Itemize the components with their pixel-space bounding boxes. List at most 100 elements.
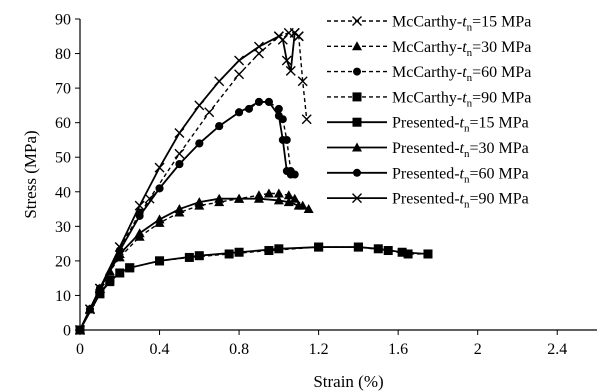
y-tick-label: 50 bbox=[55, 150, 71, 167]
data-point bbox=[235, 248, 244, 257]
data-point bbox=[125, 263, 134, 272]
series-line bbox=[80, 199, 309, 330]
series-4 bbox=[76, 243, 433, 335]
y-tick-label: 20 bbox=[55, 253, 71, 270]
data-point bbox=[135, 228, 145, 237]
data-point bbox=[155, 163, 164, 172]
legend-label-suffix: =15 MPa bbox=[472, 14, 531, 31]
data-point bbox=[279, 136, 287, 144]
legend-entry-4: McCarthy-tn=90 MPa bbox=[327, 89, 531, 109]
legend-marker bbox=[353, 17, 362, 26]
legend-label: McCarthy-tn=60 MPa bbox=[392, 64, 531, 84]
data-point bbox=[275, 112, 283, 120]
data-point bbox=[215, 77, 224, 86]
data-point bbox=[302, 115, 311, 124]
legend-label-suffix: =60 MPa bbox=[469, 165, 528, 182]
x-tick-label: 1.6 bbox=[388, 341, 408, 358]
legend-label: McCarthy-tn=30 MPa bbox=[392, 39, 531, 59]
legend-entry-1: McCarthy-tn=15 MPa bbox=[327, 14, 531, 34]
x-tick-label: 0.8 bbox=[229, 341, 249, 358]
legend-label-prefix: Presented- bbox=[392, 191, 460, 208]
data-point bbox=[254, 42, 263, 51]
legend-marker bbox=[352, 41, 362, 50]
data-point bbox=[215, 122, 223, 130]
legend-entry-3: McCarthy-tn=60 MPa bbox=[327, 64, 531, 84]
legend-label-suffix: =30 MPa bbox=[469, 140, 528, 157]
data-point bbox=[294, 32, 303, 41]
data-point bbox=[175, 149, 184, 158]
legend-entry-7: Presented-tn=60 MPa bbox=[327, 165, 529, 185]
legend-entry-2: McCarthy-tn=30 MPa bbox=[327, 39, 531, 59]
data-point bbox=[265, 98, 273, 106]
legend-entry-8: Presented-tn=90 MPa bbox=[327, 191, 529, 211]
legend-label-suffix: =90 MPa bbox=[472, 89, 531, 106]
series-line bbox=[80, 102, 295, 330]
data-point bbox=[156, 184, 164, 192]
series-line bbox=[80, 247, 428, 330]
data-point bbox=[255, 98, 263, 106]
legend-label-suffix: =30 MPa bbox=[472, 39, 531, 56]
legend-label-prefix: McCarthy- bbox=[392, 89, 462, 106]
legend-label: McCarthy-tn=15 MPa bbox=[392, 14, 531, 34]
data-point bbox=[235, 56, 244, 65]
legend-marker bbox=[353, 92, 362, 101]
data-point bbox=[274, 244, 283, 253]
y-tick-label: 40 bbox=[55, 184, 71, 201]
x-tick-label: 0 bbox=[76, 341, 84, 358]
legend-label-prefix: Presented- bbox=[392, 115, 460, 132]
legend-label-prefix: Presented- bbox=[392, 140, 460, 157]
series-5 bbox=[76, 243, 433, 335]
data-point bbox=[195, 139, 203, 147]
data-point bbox=[155, 256, 164, 265]
series-8 bbox=[76, 28, 304, 334]
data-point bbox=[235, 108, 243, 116]
y-tick-label: 30 bbox=[55, 219, 71, 236]
y-tick-label: 60 bbox=[55, 115, 71, 132]
data-point bbox=[175, 129, 184, 138]
data-point bbox=[155, 214, 165, 223]
data-point bbox=[398, 248, 407, 257]
x-tick-label: 2 bbox=[474, 341, 482, 358]
legend-label: Presented-tn=90 MPa bbox=[392, 191, 529, 211]
legend-label-suffix: =60 MPa bbox=[472, 64, 531, 81]
data-point bbox=[314, 243, 323, 252]
x-tick-label: 2.4 bbox=[547, 341, 567, 358]
data-point bbox=[287, 171, 295, 179]
x-tick-label: 1.2 bbox=[309, 341, 329, 358]
legend-label-prefix: McCarthy- bbox=[392, 14, 462, 31]
data-point bbox=[195, 101, 204, 110]
legend-entry-6: Presented-tn=30 MPa bbox=[327, 140, 529, 160]
data-point bbox=[423, 249, 432, 258]
series-1 bbox=[76, 28, 312, 334]
legend-label-prefix: Presented- bbox=[392, 165, 460, 182]
data-point bbox=[115, 268, 124, 277]
y-tick-label: 0 bbox=[63, 323, 71, 340]
data-point bbox=[175, 160, 183, 168]
legend-marker bbox=[353, 68, 361, 76]
legend-label-suffix: =90 MPa bbox=[469, 191, 528, 208]
data-point bbox=[354, 243, 363, 252]
plot-area bbox=[75, 28, 432, 334]
legend-label: McCarthy-tn=90 MPa bbox=[392, 89, 531, 109]
data-point bbox=[374, 244, 383, 253]
legend-marker bbox=[353, 118, 362, 127]
series-line bbox=[80, 102, 291, 330]
y-tick-label: 70 bbox=[55, 81, 71, 98]
series-7 bbox=[76, 98, 295, 334]
legend: McCarthy-tn=15 MPaMcCarthy-tn=30 MPaMcCa… bbox=[327, 14, 531, 211]
legend-label: Presented-tn=60 MPa bbox=[392, 165, 529, 185]
y-tick-label: 80 bbox=[55, 46, 71, 63]
series-line bbox=[80, 247, 428, 330]
data-point bbox=[195, 251, 204, 260]
legend-marker bbox=[353, 169, 361, 177]
data-point bbox=[205, 108, 214, 117]
x-axis-title: Strain (%) bbox=[313, 372, 383, 391]
y-tick-label: 10 bbox=[55, 288, 71, 305]
legend-label-suffix: =15 MPa bbox=[469, 115, 528, 132]
y-tick-label: 90 bbox=[55, 12, 71, 29]
legend-label: Presented-tn=15 MPa bbox=[392, 115, 529, 135]
series-3 bbox=[76, 98, 299, 334]
legend-label-prefix: McCarthy- bbox=[392, 39, 462, 56]
legend-label: Presented-tn=30 MPa bbox=[392, 140, 529, 160]
